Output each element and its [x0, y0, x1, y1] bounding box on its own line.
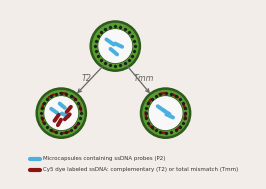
Circle shape [98, 29, 132, 63]
Circle shape [148, 96, 183, 130]
Circle shape [93, 23, 138, 69]
Text: T2: T2 [81, 74, 92, 83]
Circle shape [39, 91, 84, 136]
Circle shape [99, 30, 132, 62]
Circle shape [143, 91, 188, 136]
Circle shape [140, 88, 191, 138]
Text: Tmm: Tmm [134, 74, 154, 83]
Circle shape [44, 96, 78, 130]
Text: Cy5 dye labeled ssDNA: complementary (T2) or total mismatch (Tmm): Cy5 dye labeled ssDNA: complementary (T2… [43, 167, 238, 172]
Circle shape [90, 21, 140, 71]
Circle shape [45, 97, 78, 129]
Circle shape [36, 88, 86, 138]
Circle shape [149, 97, 182, 129]
Text: Microcapsules containing ssDNA probes (P2): Microcapsules containing ssDNA probes (P… [43, 156, 165, 161]
